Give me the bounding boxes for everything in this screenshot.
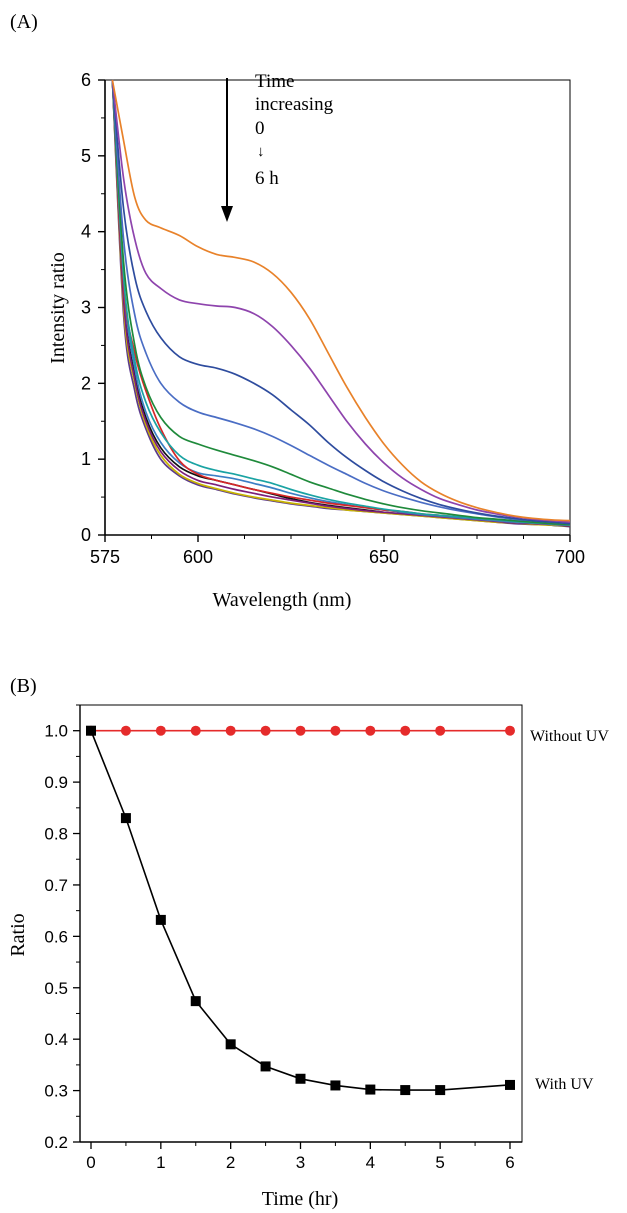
data-point-with-uv: [190, 996, 201, 1007]
legend-without-uv: Without UV: [530, 728, 609, 745]
data-point-without-uv: [330, 725, 341, 736]
data-point-without-uv: [120, 725, 131, 736]
series-b: [86, 725, 515, 1096]
y-tick-label-a: 1: [81, 449, 91, 469]
y-tick-label-b: 0.2: [44, 1133, 68, 1152]
x-axis-label-b: Time (hr): [262, 1188, 338, 1210]
data-point-without-uv: [505, 725, 515, 736]
x-tick-label-b: 1: [156, 1153, 165, 1172]
data-point-without-uv: [190, 725, 201, 736]
data-point-without-uv: [365, 725, 376, 736]
y-tick-label-a: 2: [81, 373, 91, 393]
data-point-with-uv: [435, 1085, 446, 1096]
y-tick-label-b: 0.6: [44, 927, 68, 946]
y-tick-label-b: 0.5: [44, 979, 68, 998]
panel-label-b: (B): [10, 675, 37, 697]
data-point-without-uv: [260, 725, 271, 736]
data-point-with-uv: [295, 1073, 306, 1084]
series-line-a: [111, 79, 571, 527]
series-line-a: [111, 79, 571, 526]
data-point-without-uv: [400, 725, 411, 736]
x-tick-label-a: 600: [183, 547, 213, 567]
series-line-a: [111, 79, 571, 527]
y-tick-label-b: 1.0: [44, 722, 68, 741]
x-tick-label-b: 3: [296, 1153, 305, 1172]
time-arrow-head: [221, 206, 233, 222]
data-point-with-uv: [260, 1061, 271, 1072]
data-point-without-uv: [295, 725, 306, 736]
series-line-a: [111, 79, 571, 526]
series-line-a: [111, 79, 571, 528]
data-point-with-uv: [225, 1039, 236, 1050]
x-tick-label-a: 575: [90, 547, 120, 567]
y-axis-label-a: Intensity ratio: [47, 252, 69, 364]
annotation-end: 6 h: [255, 168, 279, 189]
y-tick-label-b: 0.4: [44, 1030, 68, 1049]
axes-a: 575 600 650 700 0 1 2 3 4 5 6: [81, 70, 585, 567]
x-tick-label-b: 0: [86, 1153, 95, 1172]
x-axis-label-a: Wavelength (nm): [213, 589, 352, 611]
y-tick-label-b: 0.3: [44, 1082, 68, 1101]
chart-b: (B) 0 1 2 3 4 5 6 0.2 0.3 0.4 0.5 0.6 0.7 0.8 0.9 1.0 T…: [7, 675, 609, 1210]
data-point-with-uv: [155, 914, 166, 925]
data-point-without-uv: [155, 725, 166, 736]
data-point-with-uv: [120, 813, 131, 824]
annotation-time: Time: [255, 71, 294, 92]
y-tick-label-a: 6: [81, 70, 91, 90]
series-line-a: [111, 79, 571, 526]
legend-with-uv: With UV: [535, 1076, 594, 1093]
annotation-small-arrow: ↓: [257, 144, 265, 160]
x-tick-label-b: 4: [366, 1153, 375, 1172]
y-tick-label-a: 3: [81, 298, 91, 318]
x-tick-label-b: 2: [226, 1153, 235, 1172]
data-point-without-uv: [225, 725, 236, 736]
data-point-with-uv: [86, 725, 96, 736]
series-line-a: [111, 79, 571, 525]
x-tick-label-a: 650: [369, 547, 399, 567]
annotation-increasing: increasing: [255, 94, 334, 115]
y-tick-label-a: 0: [81, 525, 91, 545]
series-line-a: [111, 79, 571, 527]
data-point-without-uv: [435, 725, 446, 736]
y-tick-label-b: 0.8: [44, 825, 68, 844]
annotation-start: 0: [255, 118, 265, 139]
x-tick-label-a: 700: [555, 547, 585, 567]
y-tick-label-a: 4: [81, 222, 91, 242]
axes-b: 0 1 2 3 4 5 6 0.2 0.3 0.4 0.5 0.6 0.7 0.8 0.9 1.0: [44, 704, 515, 1172]
y-tick-label-a: 5: [81, 146, 91, 166]
y-tick-label-b: 0.9: [44, 773, 68, 792]
series-line-a: [111, 79, 571, 523]
series-line-a: [111, 79, 571, 522]
panel-label-a: (A): [10, 11, 38, 33]
x-tick-label-b: 5: [435, 1153, 444, 1172]
data-point-with-uv: [330, 1080, 341, 1091]
series-line-b: [90, 730, 511, 1091]
series-curves-a: [111, 79, 571, 528]
y-tick-label-b: 0.7: [44, 876, 68, 895]
data-point-with-uv: [505, 1079, 515, 1090]
data-point-with-uv: [365, 1084, 376, 1095]
series-line-a: [111, 79, 571, 526]
x-tick-label-b: 6: [505, 1153, 514, 1172]
y-axis-label-b: Ratio: [7, 913, 29, 956]
data-point-with-uv: [400, 1085, 411, 1096]
